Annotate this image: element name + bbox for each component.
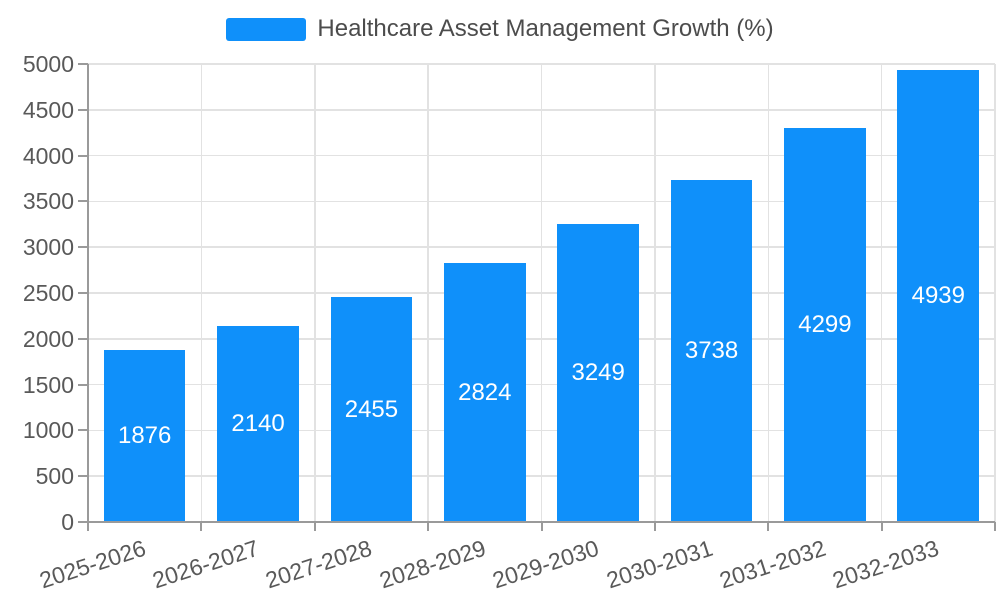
y-axis-tick [78,292,88,294]
bar-value-label: 3249 [571,359,625,387]
y-axis-line [87,64,89,522]
y-axis-tick-label: 4000 [22,142,74,169]
gridline-x [427,64,429,522]
x-axis-tick-label-text: 2028-2029 [376,534,489,594]
gridline-x [767,64,769,522]
y-axis-tick [78,337,88,340]
gridline-x [654,64,656,522]
legend-color-swatch [226,17,307,41]
x-axis-tick [87,522,89,531]
y-axis-tick [78,383,88,386]
x-axis-tick-label-text: 2030-2031 [602,534,716,594]
y-axis-tick-label: 5000 [22,51,74,77]
x-axis-tick [427,522,430,531]
x-axis-tick-label-text: 2027-2028 [262,534,376,594]
y-axis-tick [78,521,88,523]
y-axis-tick-label: 1500 [22,371,74,398]
bar[interactable]: 4299 [784,128,866,522]
y-axis-tick-label: 0 [61,509,74,535]
bar-value-label: 1876 [117,422,172,450]
x-axis-tick-label-text: 2025-2026 [35,534,149,594]
bar-value-label: 2140 [231,409,285,437]
gridline-x [880,64,883,522]
y-axis-tick [78,246,88,249]
gridline-x [200,64,203,522]
legend: Healthcare Asset Management Growth (%) [0,15,1000,43]
x-axis-tick-label-text: 2026-2027 [149,534,262,594]
y-axis-tick [78,108,88,111]
x-axis-tick [540,522,543,531]
x-axis-tick [653,522,656,531]
bar[interactable]: 2455 [330,297,413,522]
x-axis-tick [200,522,203,531]
legend-label: Healthcare Asset Management Growth (%) [317,15,774,42]
y-axis-tick-label: 3500 [22,188,74,215]
legend-item[interactable]: Healthcare Asset Management Growth (%) [226,15,774,43]
y-axis-tick-label: 1000 [22,417,74,444]
y-axis-tick-label: 3000 [22,234,74,261]
y-axis-tick-label: 2000 [22,325,74,352]
bar[interactable]: 4939 [897,69,980,522]
y-axis-tick [78,475,88,478]
x-axis-tick-label-text: 2031-2032 [716,534,829,594]
x-axis-tick-label-text: 2032-2033 [829,534,943,594]
x-axis-tick-label-text: 2029-2030 [489,534,603,594]
bar-value-label: 4299 [798,311,852,339]
y-axis-tick [78,154,88,157]
x-axis-tick [880,522,883,531]
bar-value-label: 2455 [344,395,399,423]
y-axis-tick-label: 4500 [22,96,74,123]
bar-value-label: 3738 [684,336,739,364]
y-axis-tick-label: 500 [35,463,74,490]
y-axis-tick [78,200,88,203]
y-axis-tick [78,429,88,432]
plot-area: 0 500 1000 1500 2000 2500 3000 3500 4000 4500 5000… [23,51,996,593]
x-axis-tick [994,522,996,531]
x-axis-tick [767,522,770,531]
x-axis-tick [313,522,316,531]
bar-value-label: 4939 [911,281,965,309]
gridline-x [994,64,996,522]
bar[interactable]: 3738 [670,179,753,522]
gridline-x [314,64,316,522]
bar[interactable]: 2140 [217,325,299,522]
y-axis-tick [78,63,88,65]
bar[interactable]: 3249 [557,224,639,522]
bar-value-label: 2824 [458,378,512,406]
y-axis-tick-label: 2500 [22,280,74,306]
gridline-x [540,64,543,522]
bar[interactable]: 2824 [443,263,526,522]
bar[interactable]: 1876 [103,350,186,522]
